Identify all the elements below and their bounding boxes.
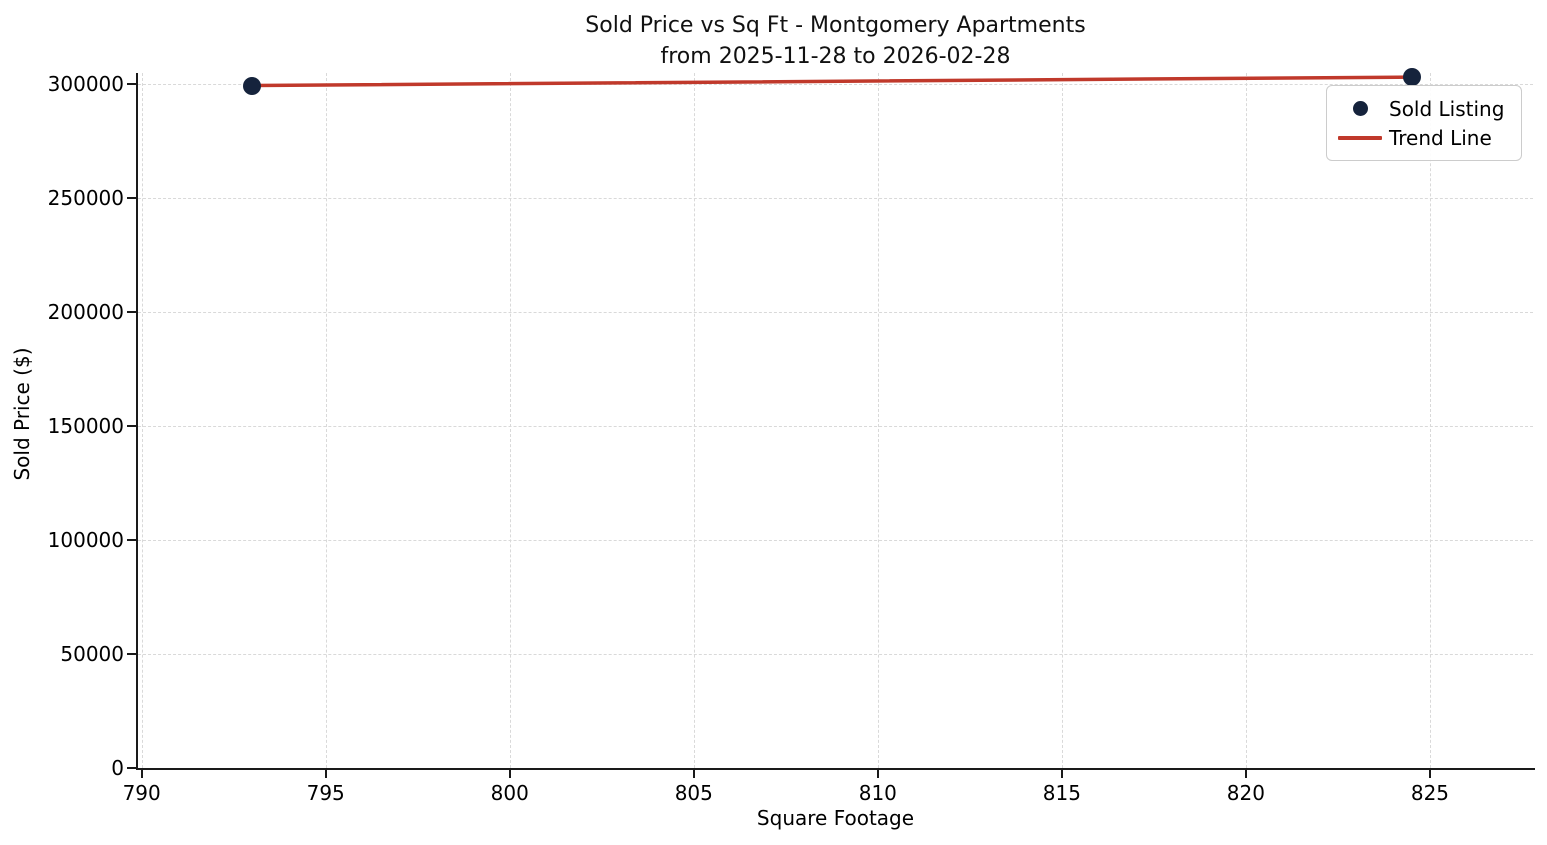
x-axis-label: Square Footage — [756, 806, 915, 830]
y-tick-label: 250000 — [47, 186, 124, 211]
x-tick-mark — [324, 770, 327, 778]
legend-item-trend-line: Trend Line — [1331, 123, 1517, 152]
trend-line — [250, 75, 1414, 88]
trend-line-layer — [250, 75, 1414, 88]
plot-area: Sold Listing Trend Line 790 795 800 805 810 8… — [48, 68, 1535, 805]
y-tick-label: 50000 — [60, 642, 124, 667]
x-tick-mark — [140, 770, 143, 778]
legend: Sold Listing Trend Line — [1326, 85, 1522, 161]
y-axis-label: Sold Price ($) — [10, 347, 34, 481]
y-tick-label: 300000 — [47, 72, 124, 97]
x-tick-mark — [1428, 770, 1431, 778]
x-tick-mark — [1060, 770, 1063, 778]
legend-item-sold-listing: Sold Listing — [1331, 94, 1517, 123]
scatter-point — [1402, 68, 1421, 87]
y-tick-mark — [127, 425, 136, 428]
gridline-y — [138, 84, 1533, 86]
chart-title: Sold Price vs Sq Ft - Montgomery Apartme… — [585, 13, 1086, 38]
gridline-x — [1245, 73, 1247, 768]
sold-listing-dot-icon — [1352, 101, 1368, 116]
gridline-x — [325, 73, 327, 768]
chart-title-block: Sold Price vs Sq Ft - Montgomery Apartme… — [138, 10, 1533, 72]
gridline-y — [138, 654, 1533, 656]
x-tick-label: 825 — [1410, 781, 1450, 805]
y-tick-mark — [127, 653, 136, 656]
x-tick-mark — [876, 770, 879, 778]
y-tick-mark — [127, 311, 136, 314]
y-axis-spine — [136, 73, 138, 770]
y-tick-label: 0 — [111, 756, 124, 780]
legend-marker-cell — [1331, 101, 1389, 116]
x-tick-label: 790 — [122, 781, 161, 805]
legend-marker-cell — [1331, 135, 1389, 140]
y-tick-mark — [127, 767, 136, 769]
x-tick-mark — [1244, 770, 1247, 778]
chart-subtitle: from 2025-11-28 to 2026-02-28 — [660, 44, 1011, 69]
x-tick-label: 810 — [858, 781, 897, 805]
y-tick-mark — [127, 197, 136, 200]
x-axis-spine — [136, 768, 1535, 770]
x-tick-label: 800 — [490, 781, 529, 805]
y-tick-label: 100000 — [47, 528, 124, 553]
y-tick-mark — [127, 539, 136, 542]
gridline-x — [693, 73, 695, 768]
gridline-x — [1429, 73, 1431, 768]
x-tick-mark — [692, 770, 695, 778]
legend-label-sold-listing: Sold Listing — [1389, 96, 1505, 121]
x-tick-mark — [508, 770, 511, 778]
y-tick-label: 150000 — [47, 414, 124, 439]
x-tick-label: 815 — [1042, 781, 1081, 805]
y-tick-label: 200000 — [47, 300, 124, 325]
scatter-point — [243, 76, 262, 95]
gridline-y — [138, 540, 1533, 542]
x-tick-label: 795 — [306, 781, 345, 805]
gridline-x — [509, 73, 511, 768]
gridline-x — [877, 73, 879, 768]
y-tick-mark — [127, 83, 136, 86]
legend-label-trend-line: Trend Line — [1389, 125, 1492, 150]
gridline-x — [141, 73, 143, 768]
gridline-y — [138, 198, 1533, 200]
gridline-y — [138, 312, 1533, 314]
x-tick-label: 805 — [674, 781, 713, 805]
x-tick-label: 820 — [1226, 781, 1265, 805]
trend-line-marker-icon — [1338, 135, 1382, 140]
gridline-y — [138, 426, 1533, 428]
gridline-x — [1061, 73, 1063, 768]
